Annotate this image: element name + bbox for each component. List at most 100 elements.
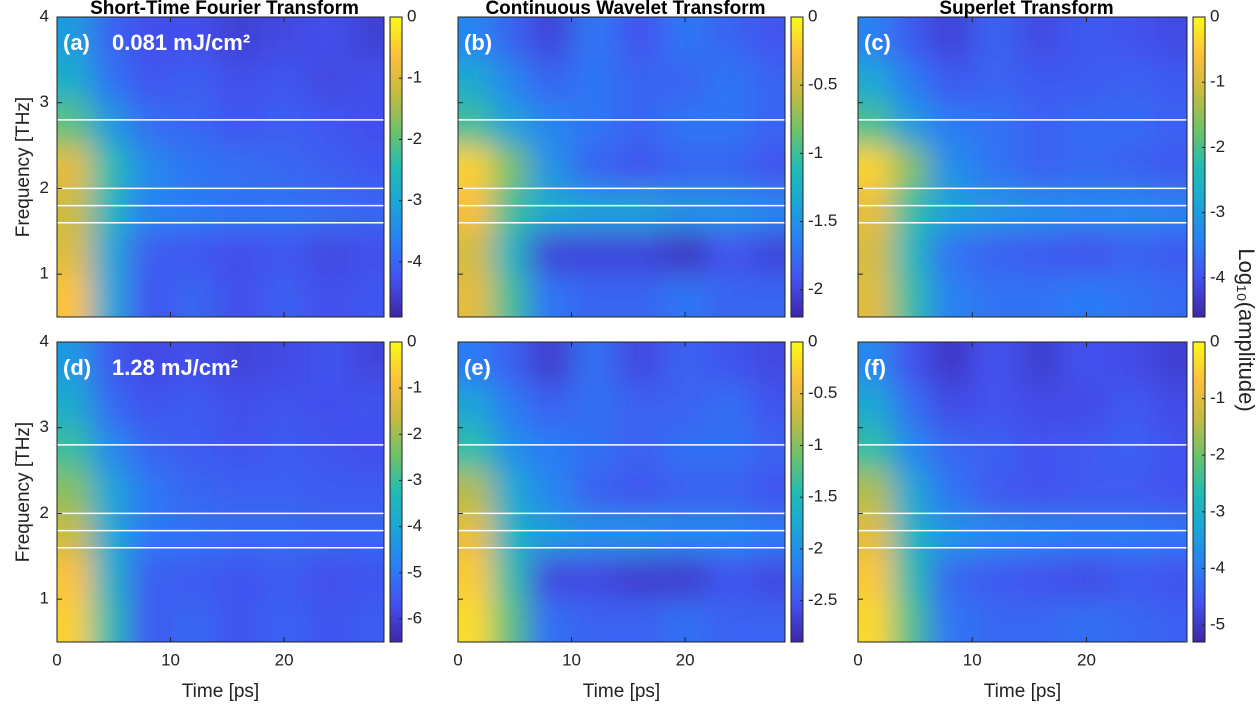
heatmap-cell	[492, 102, 530, 147]
heatmap-cell	[571, 556, 618, 600]
heatmap-cell	[492, 188, 530, 232]
heatmap-cell	[616, 145, 663, 189]
heatmap-cell	[215, 599, 262, 642]
heatmap-cell	[349, 145, 384, 189]
heatmap-cell	[306, 427, 350, 472]
heatmap-cells	[458, 342, 785, 642]
heatmap-cell	[616, 102, 663, 147]
colorbar-tick-label: -2	[808, 279, 823, 298]
heatmap-cell	[215, 274, 262, 317]
heatmap-cell	[215, 470, 262, 514]
heatmap-cell	[1017, 188, 1065, 232]
heatmap-cell	[57, 513, 92, 557]
heatmap-cell	[261, 384, 308, 429]
heatmap-cell	[972, 17, 1019, 61]
heatmap-cell	[261, 59, 308, 104]
colorbar-label: Log₁₀(amplitude)	[1234, 248, 1259, 411]
heatmap-cell	[57, 470, 92, 514]
heatmap-cell	[892, 102, 930, 147]
heatmap-cell	[616, 384, 663, 429]
heatmap-cell	[492, 513, 530, 557]
colorbar-tick-label: -3	[1210, 501, 1225, 520]
heatmap-cell	[858, 556, 893, 600]
heatmap-cell	[750, 102, 785, 147]
heatmap-cell	[349, 427, 384, 472]
heatmap-cell	[306, 17, 350, 61]
heatmap-cell	[858, 513, 893, 557]
colorbar-tick-label: 0	[1210, 331, 1219, 350]
colorbar-tick-label: -2	[1210, 137, 1225, 156]
heatmap-cell	[662, 145, 709, 189]
heatmap-cell	[1152, 188, 1187, 232]
heatmap-cell	[972, 384, 1019, 429]
heatmap-cell	[662, 231, 709, 275]
heatmap-cell	[858, 274, 893, 317]
heatmap-cell	[91, 427, 129, 472]
heatmap-cell	[170, 599, 217, 642]
heatmap-cell	[571, 342, 618, 386]
heatmap-cell	[492, 17, 530, 61]
heatmap-cell	[892, 513, 930, 557]
y-tick-label: 3	[40, 417, 49, 436]
heatmap-cell	[1017, 274, 1065, 317]
heatmap-cell	[892, 342, 930, 386]
heatmap-cell	[91, 145, 129, 189]
heatmap-cell	[616, 470, 663, 514]
heatmap-cell	[306, 102, 350, 147]
heatmap-cell	[349, 59, 384, 104]
heatmap-cell	[750, 342, 785, 386]
annotation: 1.28 mJ/cm²	[112, 355, 238, 380]
heatmap-cell	[571, 102, 618, 147]
heatmap-cell	[616, 59, 663, 104]
heatmap-cell	[57, 556, 92, 600]
heatmap-cell	[349, 17, 384, 61]
colorbar-tick-label: -0.5	[808, 383, 837, 402]
y-tick-label: 2	[40, 503, 49, 522]
heatmap-cell	[261, 231, 308, 275]
heatmap-cell	[892, 188, 930, 232]
heatmap-cell	[492, 274, 530, 317]
heatmap-cell	[1017, 384, 1065, 429]
heatmap-cell	[1152, 59, 1187, 104]
heatmap-cell	[458, 145, 493, 189]
heatmap-cell	[127, 384, 172, 429]
heatmap-cell	[170, 17, 217, 61]
panel-label: (a)	[63, 30, 90, 55]
heatmap-cell	[707, 513, 751, 557]
heatmap-cell	[349, 599, 384, 642]
colorbar-tick-label: 0	[808, 331, 817, 350]
heatmap-cell	[528, 17, 573, 61]
heatmap-cell	[707, 231, 751, 275]
heatmap-cell	[929, 556, 973, 600]
heatmap-cell	[1063, 384, 1110, 429]
heatmap-cell	[528, 342, 573, 386]
heatmap-cell	[1063, 231, 1110, 275]
heatmap-cell	[929, 513, 973, 557]
heatmap-cell	[616, 188, 663, 232]
y-axis-label: Frequency [THz]	[13, 422, 34, 562]
heatmap	[858, 342, 1187, 642]
heatmap-cell	[662, 556, 709, 600]
heatmap-cell	[306, 513, 350, 557]
annotation: 0.081 mJ/cm²	[112, 30, 250, 55]
heatmap-cell	[528, 231, 573, 275]
heatmap-cell	[349, 470, 384, 514]
heatmap-cell	[91, 384, 129, 429]
heatmap-cells	[57, 342, 384, 642]
colorbar-tick-label: -2	[407, 129, 422, 148]
heatmap-cell	[349, 231, 384, 275]
heatmap-cell	[170, 102, 217, 147]
heatmap-cell	[750, 17, 785, 61]
x-tick-label: 10	[562, 650, 581, 669]
panel-label: (b)	[464, 30, 492, 55]
heatmap-cell	[215, 17, 262, 61]
heatmap-cells	[458, 17, 785, 317]
heatmap-cell	[458, 102, 493, 147]
x-tick-label: 10	[161, 650, 180, 669]
heatmap-cell	[1017, 513, 1065, 557]
heatmap-cell	[662, 274, 709, 317]
colorbar-tick-label: -4	[1210, 267, 1225, 286]
heatmap-cell	[91, 342, 129, 386]
heatmap-cell	[127, 470, 172, 514]
